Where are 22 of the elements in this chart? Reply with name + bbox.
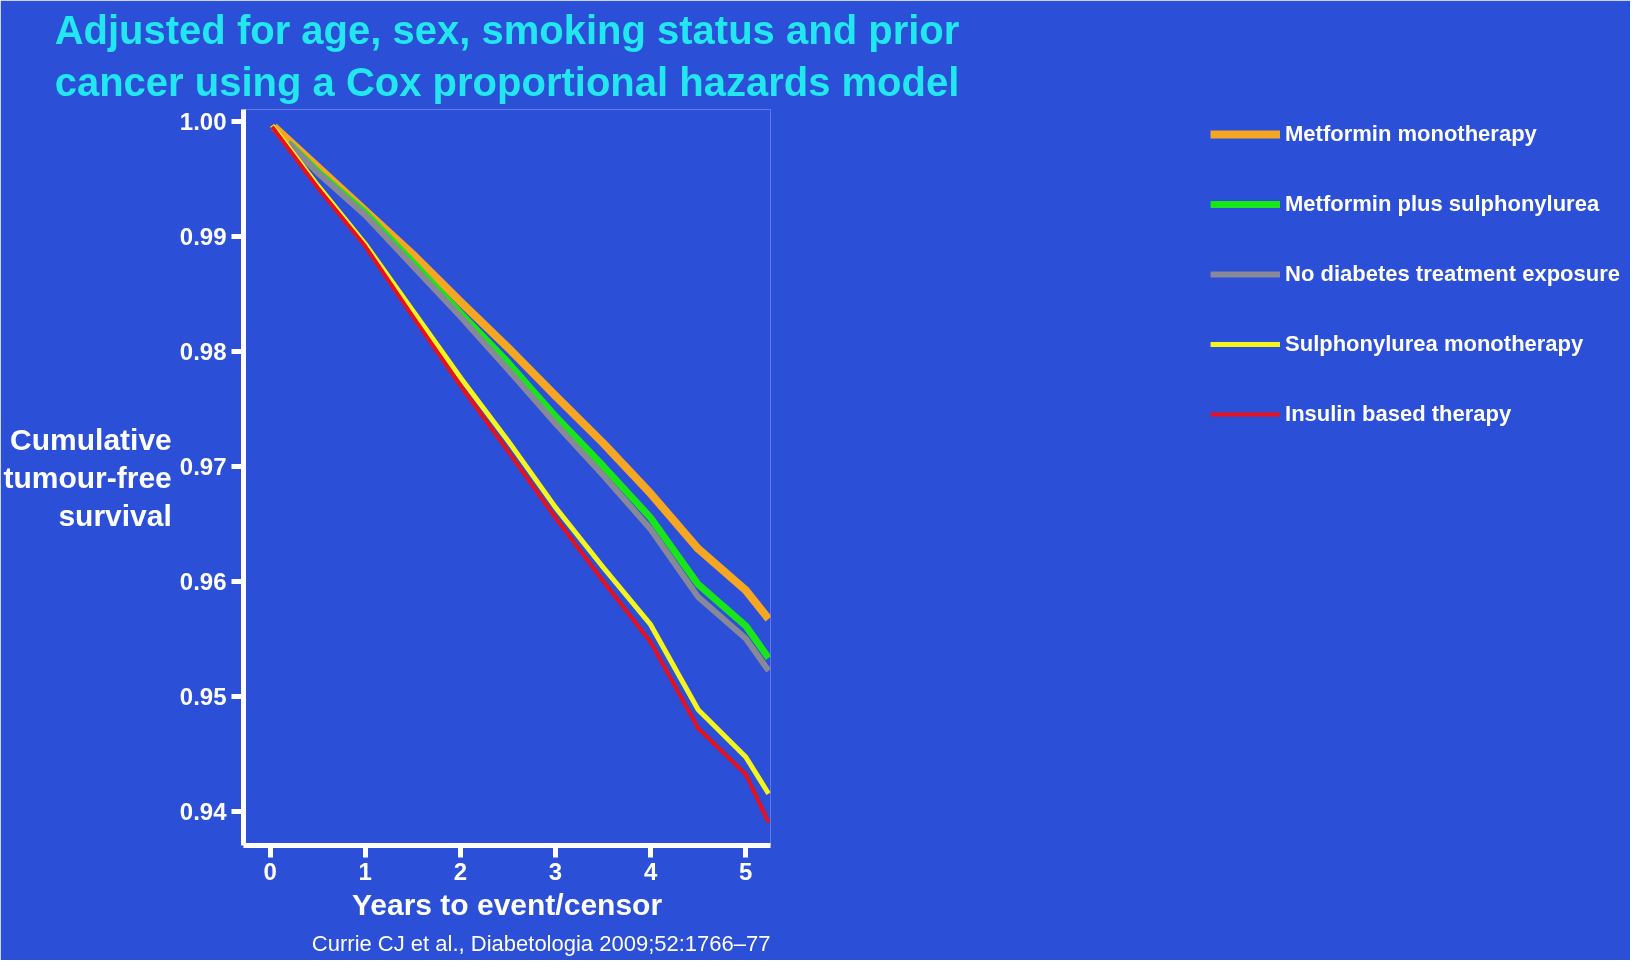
y-tick-label: 1.00 — [179, 107, 227, 135]
y-tick-label: 0.96 — [179, 567, 227, 595]
legend-label: Metformin monotherapy — [1285, 121, 1537, 147]
y-tick-label: 0.98 — [179, 337, 227, 365]
x-tick-label: 1 — [358, 857, 372, 885]
x-tick-label: 4 — [643, 857, 658, 885]
x-tick-label: 5 — [739, 857, 753, 885]
y-tick-label: 0.99 — [179, 222, 227, 250]
y-tick-label: 0.97 — [179, 452, 227, 480]
y-tick-label: 0.94 — [179, 797, 228, 825]
y-tick-label: 0.95 — [179, 682, 227, 710]
x-tick-label: 2 — [453, 857, 468, 885]
x-tick-label: 3 — [548, 857, 563, 885]
legend-label: No diabetes treatment exposure — [1285, 261, 1620, 287]
legend-label: Insulin based therapy — [1285, 401, 1512, 427]
chart-title: Adjusted for age, sex, smoking status and prior cancer using a Cox proportional hazards model — [54, 7, 960, 105]
x-axis-title: Years to event/censor — [351, 887, 663, 921]
text: Currie CJ et al., Diabetologia 2009;52:1766–77 — [311, 930, 771, 956]
legend-label: Metformin plus sulphonylurea — [1285, 191, 1600, 217]
y-axis-title: Cumulative tumour-free survival — [3, 423, 172, 532]
legend-label: Sulphonylurea monotherapy — [1285, 331, 1584, 357]
x-tick-label: 0 — [263, 857, 277, 885]
